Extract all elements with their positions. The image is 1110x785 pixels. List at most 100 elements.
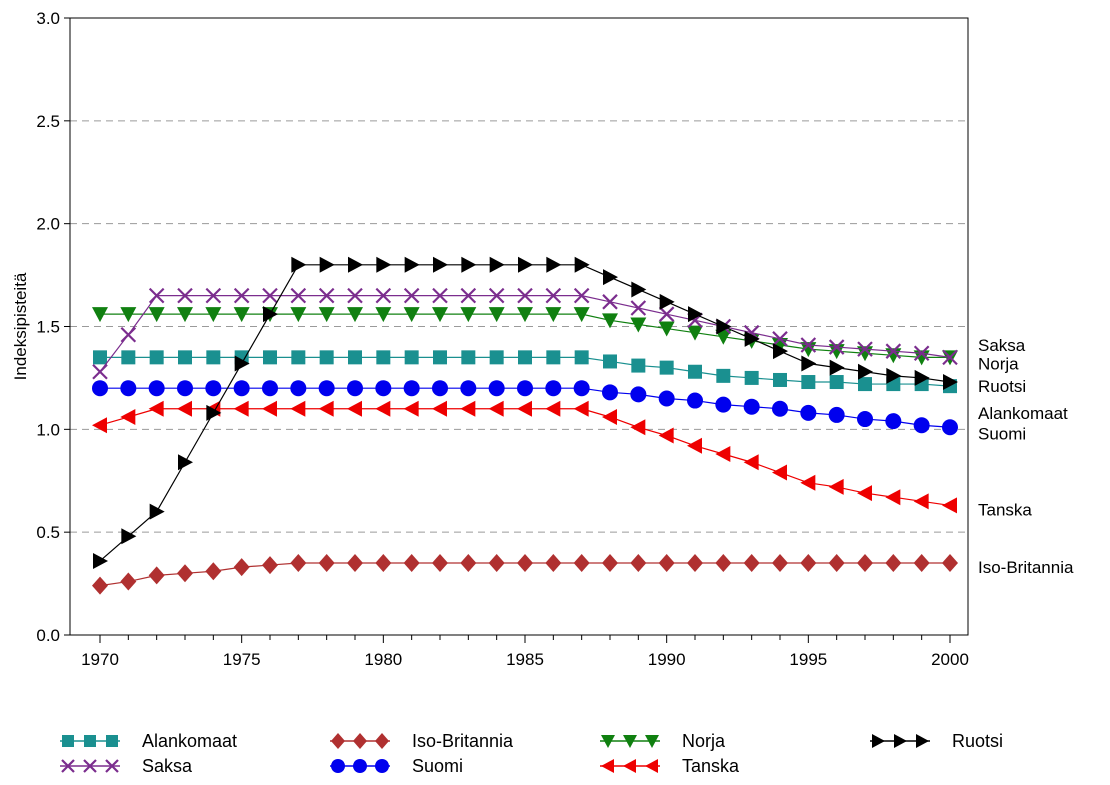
data-point-ruotsi [234,355,250,372]
data-point-alankomaat [858,377,872,392]
data-point-tanska [262,400,277,417]
data-point-alankomaat [688,364,702,379]
legend-label: Iso-Britannia [412,731,514,751]
data-point-tanska [92,417,107,434]
data-point-suomi [715,396,732,413]
data-point-ruotsi [886,367,902,384]
data-point-suomi [290,380,307,397]
data-point-iso-britannia [432,554,448,573]
data-point-suomi [942,419,958,436]
data-point-tanska [828,478,844,495]
data-point-saksa [488,287,505,304]
data-point-iso-britannia [687,554,703,573]
y-tick-label: 0.0 [36,626,60,645]
data-point-saksa [772,331,788,347]
series-alankomaat [93,350,957,394]
data-point-norja [205,307,222,323]
data-point-tanska [885,489,901,506]
data-point-iso-britannia [913,554,930,573]
data-point-tanska [573,400,589,417]
y-tick-label: 1.5 [36,318,60,337]
data-point-alankomaat [348,350,362,365]
series-ruotsi [93,256,958,569]
legend-label: Alankomaat [142,731,237,751]
data-point-saksa [658,306,675,322]
data-point-saksa [318,287,335,304]
data-point-tanska [630,419,646,436]
legend-marker [353,759,367,773]
gridlines [70,120,968,533]
data-point-saksa [290,287,307,304]
legend-marker [331,759,345,773]
data-point-norja [517,307,533,323]
data-point-norja [347,307,363,323]
data-point-suomi [857,411,873,428]
data-point-ruotsi [404,256,420,273]
legend-marker [62,735,74,747]
end-label: Suomi [978,424,1026,443]
data-point-suomi [743,398,760,415]
data-point-iso-britannia [375,554,392,573]
data-point-saksa [942,349,958,366]
data-point-alankomaat [744,370,759,385]
data-point-alankomaat [518,350,532,365]
data-point-norja [92,307,108,323]
y-tick-label: 2.5 [36,112,60,131]
data-point-saksa [800,337,817,353]
data-point-iso-britannia [602,554,618,573]
data-point-saksa [432,287,448,304]
data-point-suomi [885,413,902,430]
data-point-saksa [885,343,902,359]
data-point-tanska [743,454,759,471]
data-point-alankomaat [603,354,617,369]
data-point-tanska [800,474,816,491]
data-point-suomi [800,404,817,421]
data-point-ruotsi [858,363,873,380]
data-point-tanska [403,400,419,417]
data-point-ruotsi [688,306,703,323]
data-point-norja [658,321,675,337]
data-point-tanska [318,400,334,417]
data-point-iso-britannia [460,554,477,573]
data-point-suomi [828,406,845,423]
data-point-saksa [403,287,420,304]
legend-marker [331,733,345,749]
legend-label: Saksa [142,756,193,776]
data-point-suomi [432,380,448,397]
data-point-tanska [942,497,957,514]
data-point-iso-britannia [233,558,250,577]
data-point-ruotsi [376,256,392,273]
data-point-tanska [347,400,362,417]
data-point-suomi [318,380,335,397]
data-point-tanska [432,400,447,417]
data-point-iso-britannia [772,554,788,573]
data-point-norja [630,317,647,333]
legend-marker [353,733,367,749]
legend-label: Tanska [682,756,740,776]
data-point-saksa [205,287,222,304]
data-point-iso-britannia [205,562,222,581]
data-point-tanska [290,400,306,417]
data-point-suomi [347,380,363,397]
data-point-ruotsi [518,256,533,273]
data-point-ruotsi [773,343,788,360]
data-point-tanska [375,400,391,417]
data-point-suomi [120,380,137,397]
data-point-ruotsi [489,256,505,273]
series-group [92,256,958,595]
data-point-saksa [913,345,930,362]
data-point-saksa [828,339,845,355]
y-axis: 0.0 0.5 1.0 1.5 2.0 2.5 3.0 [36,9,70,645]
end-label: Iso-Britannia [978,558,1074,577]
end-label: Norja [978,355,1019,374]
data-point-iso-britannia [347,554,363,573]
data-point-alankomaat [489,350,504,365]
x-tick-label: 1990 [648,650,686,669]
legend-item-iso-britannia: Iso-Britannia [330,731,514,751]
y-axis-label: Indeksipisteitä [11,272,30,380]
data-point-norja [715,329,732,345]
data-point-iso-britannia [262,556,278,575]
data-point-tanska [177,400,192,417]
data-point-iso-britannia [800,554,817,573]
